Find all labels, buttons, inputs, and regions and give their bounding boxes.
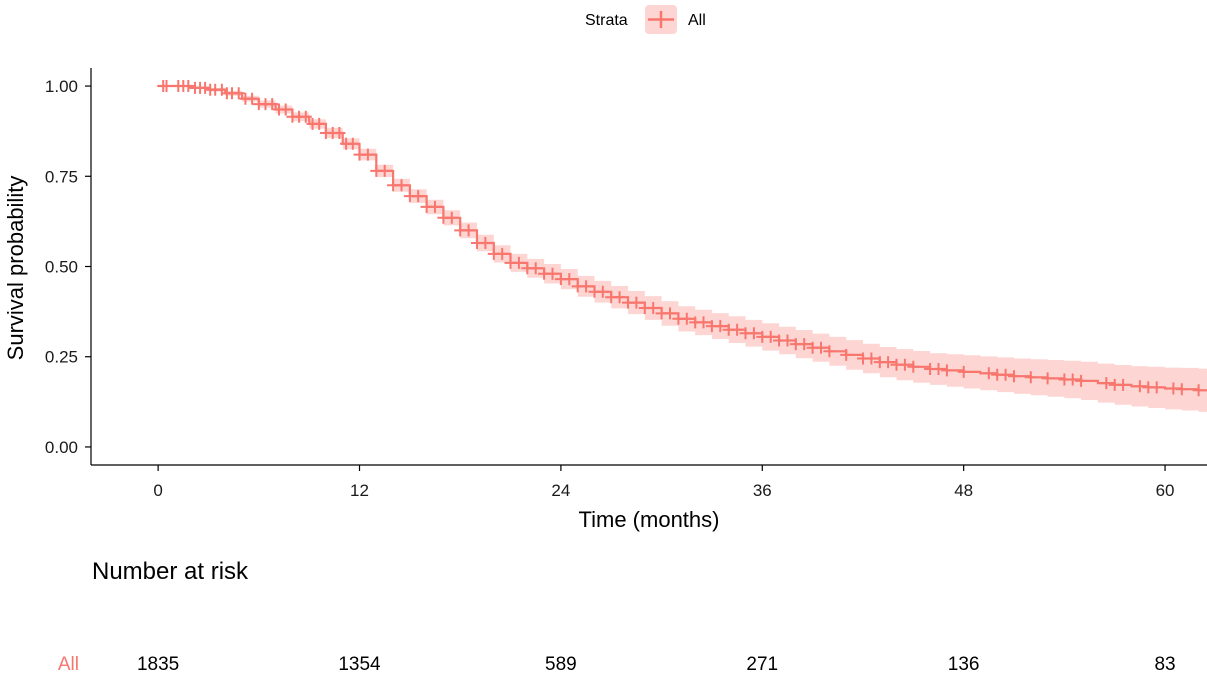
censor-mark xyxy=(299,110,312,123)
censor-mark xyxy=(714,320,727,333)
censor-mark xyxy=(496,247,509,260)
censor-mark xyxy=(898,358,911,371)
censor-marks-layer xyxy=(157,80,1205,397)
censor-mark xyxy=(279,103,292,116)
censor-mark xyxy=(907,360,920,373)
censor-mark xyxy=(412,190,425,203)
censor-mark xyxy=(747,327,760,340)
risk-table-value: 1354 xyxy=(338,654,381,674)
x-tick-label: 0 xyxy=(153,481,162,500)
censor-mark xyxy=(999,368,1012,381)
censor-mark xyxy=(1008,370,1020,383)
y-tick-label: 0.00 xyxy=(45,438,78,457)
y-axis-ticks: 0.00 0.25 0.50 0.75 1.00 xyxy=(45,77,91,457)
censor-mark xyxy=(246,92,259,105)
censor-mark xyxy=(664,307,676,320)
x-axis-title: Time (months) xyxy=(579,507,720,532)
censor-mark xyxy=(823,345,836,358)
censor-mark xyxy=(199,81,212,94)
censor-mark xyxy=(1133,380,1146,393)
censor-mark xyxy=(932,363,945,375)
censor-mark xyxy=(1100,377,1113,390)
censor-mark xyxy=(333,127,346,139)
censor-mark xyxy=(764,330,777,343)
censor-mark xyxy=(580,280,593,293)
censor-mark xyxy=(232,87,245,100)
survival-line-layer xyxy=(158,84,1207,392)
censor-mark xyxy=(680,312,693,325)
censor-mark xyxy=(429,200,441,213)
censor-mark xyxy=(182,80,195,92)
censor-mark xyxy=(982,367,995,380)
censor-mark xyxy=(1041,372,1054,385)
censor-mark xyxy=(1117,378,1130,391)
risk-table-values: 1835 1354 589 271 136 83 xyxy=(137,654,1176,674)
risk-table-value: 83 xyxy=(1154,654,1175,674)
censor-mark xyxy=(346,137,359,150)
legend-title: Strata xyxy=(585,12,628,29)
risk-table-value: 136 xyxy=(948,654,980,674)
censor-mark xyxy=(512,256,525,269)
risk-table-strata-label: All xyxy=(58,654,79,674)
confidence-band xyxy=(158,86,1207,413)
censor-mark xyxy=(1066,373,1079,386)
censor-mark xyxy=(361,148,374,161)
y-axis-title: Survival probability xyxy=(3,176,28,361)
survival-line-all xyxy=(158,84,1207,392)
x-tick-label: 60 xyxy=(1156,481,1175,500)
censor-mark xyxy=(731,323,744,336)
risk-table-value: 271 xyxy=(746,654,778,674)
y-tick-label: 0.50 xyxy=(45,258,78,277)
censor-mark xyxy=(630,296,643,309)
censor-mark xyxy=(840,348,853,361)
censor-mark xyxy=(957,365,970,378)
censor-mark xyxy=(546,267,559,280)
censor-mark xyxy=(882,356,895,369)
x-tick-label: 12 xyxy=(350,481,369,500)
censor-mark xyxy=(395,179,408,192)
censor-mark xyxy=(865,352,878,365)
censor-mark xyxy=(940,364,953,377)
y-tick-label: 0.75 xyxy=(45,167,78,186)
censor-mark xyxy=(798,338,811,351)
censor-mark xyxy=(1024,371,1037,384)
y-tick-label: 1.00 xyxy=(45,77,78,96)
censor-mark xyxy=(313,117,326,130)
legend-label-all: All xyxy=(688,12,706,29)
x-tick-label: 48 xyxy=(954,481,973,500)
censor-mark xyxy=(815,341,827,354)
censor-mark xyxy=(160,80,173,92)
censor-mark xyxy=(479,237,492,249)
x-tick-label: 24 xyxy=(551,481,570,500)
censor-mark xyxy=(462,224,475,237)
x-tick-label: 36 xyxy=(753,481,772,500)
x-axis-ticks: 0 12 24 36 48 60 xyxy=(153,465,1175,500)
censor-mark xyxy=(563,273,576,286)
censor-mark xyxy=(647,302,660,314)
censor-mark xyxy=(1175,383,1188,396)
legend: Strata All xyxy=(585,5,706,34)
censor-mark xyxy=(613,291,626,304)
censor-mark xyxy=(697,316,710,329)
confidence-band-layer xyxy=(158,86,1207,413)
y-tick-label: 0.25 xyxy=(45,348,78,367)
censor-mark xyxy=(781,334,794,347)
censor-mark xyxy=(1075,374,1088,387)
censor-mark xyxy=(1150,381,1163,394)
censor-mark xyxy=(445,211,458,224)
censor-mark xyxy=(1192,384,1205,397)
censor-mark xyxy=(378,164,391,177)
censor-mark xyxy=(529,262,542,275)
risk-table-value: 589 xyxy=(545,654,577,674)
risk-table-title: Number at risk xyxy=(92,558,249,585)
risk-table-value: 1835 xyxy=(137,654,179,674)
censor-mark xyxy=(596,285,609,298)
censor-mark xyxy=(266,98,279,111)
